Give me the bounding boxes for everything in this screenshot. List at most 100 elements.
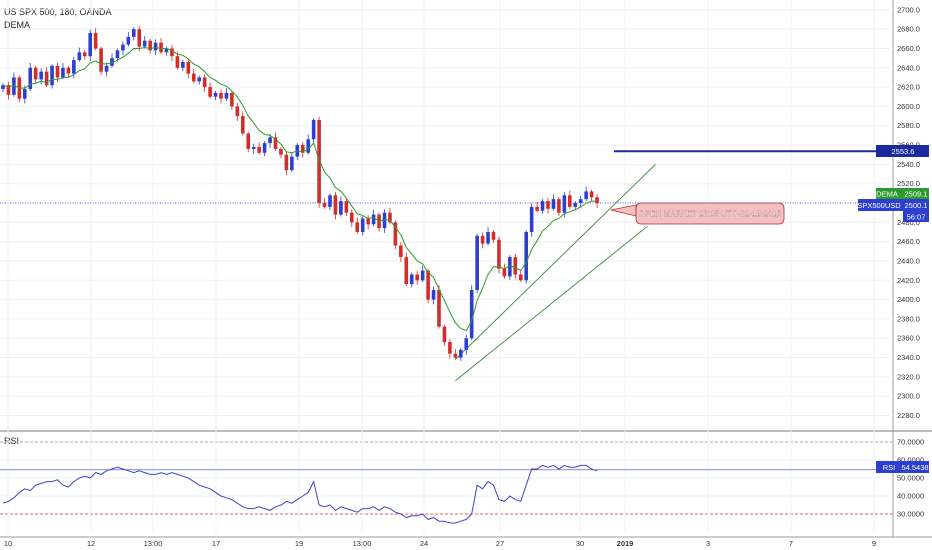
price-tick-label: 2520.0 — [897, 179, 920, 188]
candle-down — [502, 268, 507, 277]
candle-down — [284, 154, 289, 171]
candle-down — [241, 116, 245, 134]
candle-down — [355, 222, 360, 232]
time-tick-label: 17 — [212, 539, 220, 548]
candle-up — [28, 67, 33, 90]
candle-down — [230, 92, 234, 107]
candle-down — [388, 212, 392, 223]
candle-down — [175, 56, 180, 68]
candle-down — [415, 274, 419, 281]
countdown-tag — [903, 211, 929, 222]
candle-up — [328, 195, 332, 207]
candle-down — [404, 257, 409, 285]
candle-down — [273, 137, 278, 149]
candle-up — [382, 212, 387, 229]
candle-down — [257, 146, 261, 153]
price-tick-label: 2580.0 — [897, 121, 920, 130]
price-tick-label: 2360.0 — [897, 334, 920, 343]
candle-up — [153, 42, 158, 51]
chart-title: US SPX 500, 180, OANDA — [4, 7, 112, 17]
candle-down — [333, 195, 338, 215]
candle-down — [33, 67, 38, 80]
candle-up — [578, 199, 583, 204]
candle-down — [202, 77, 207, 88]
time-tick-label: 3 — [706, 539, 710, 548]
candle-down — [426, 270, 430, 300]
channel-lower-line — [455, 225, 648, 382]
candle-down — [497, 239, 501, 269]
candle-down — [322, 203, 327, 207]
open-market-callout[interactable] — [635, 202, 785, 225]
candle-up — [224, 92, 229, 99]
candle-down — [568, 195, 572, 207]
candle-down — [399, 245, 403, 258]
symbol-tag-name: SPX500USD — [857, 201, 901, 210]
candle-down — [317, 119, 321, 204]
rsi-tick-label: 40.0000 — [897, 492, 924, 501]
candle-down — [344, 201, 349, 213]
dema-tag-value: 2509.1 — [905, 190, 928, 199]
candle-up — [126, 36, 131, 45]
channel-upper-line — [455, 164, 656, 360]
candle-up — [486, 231, 490, 244]
symbol-tag-value: 2500.1 — [905, 201, 928, 210]
price-tick-label: 2680.0 — [897, 25, 920, 34]
candle-up — [197, 77, 201, 82]
price-tick-label: 2640.0 — [897, 63, 920, 72]
candle-up — [562, 195, 567, 213]
level-price-text: 2553.6 — [892, 147, 915, 156]
time-tick-label: 2019 — [617, 539, 634, 548]
candle-up — [584, 191, 588, 200]
dema-price-tag — [876, 188, 929, 199]
candle-up — [311, 119, 316, 140]
candle-down — [148, 40, 152, 51]
candle-up — [268, 137, 272, 144]
rsi-tag-name: RSI — [883, 463, 896, 472]
time-tick-label: 13:00 — [144, 539, 163, 548]
callout-text: OPEN MARKET 23:05 UTC-31-12-2018 — [639, 210, 782, 219]
candle-down — [55, 65, 60, 78]
candle-up — [290, 156, 294, 171]
candle-down — [93, 33, 98, 49]
candle-down — [595, 197, 599, 204]
price-tick-label: 2300.0 — [897, 392, 920, 401]
candle-up — [475, 235, 479, 290]
price-tick-label: 2600.0 — [897, 102, 920, 111]
time-tick-label: 27 — [496, 539, 504, 548]
candle-down — [480, 235, 485, 244]
candle-up — [77, 52, 82, 61]
candle-up — [306, 139, 310, 153]
candle-up — [72, 60, 76, 74]
candle-down — [159, 42, 163, 53]
price-tick-label: 2320.0 — [897, 372, 920, 381]
candle-down — [546, 201, 550, 209]
price-tick-label: 2460.0 — [897, 237, 920, 246]
candle-down — [235, 106, 240, 117]
rsi-tag-value: 54.5438 — [901, 463, 928, 472]
candle-up — [12, 77, 16, 95]
candle-up — [88, 33, 92, 57]
candle-down — [246, 133, 251, 149]
time-tick-label: 7 — [789, 539, 793, 548]
candle-up — [23, 89, 27, 99]
price-tick-label: 2480.0 — [897, 218, 920, 227]
candle-up — [431, 289, 436, 300]
time-tick-label: 24 — [420, 539, 428, 548]
candle-down — [137, 29, 142, 47]
candle-down — [279, 148, 283, 155]
rsi-pane-label: RSI — [4, 436, 20, 446]
countdown-text: 56:07 — [907, 213, 926, 222]
candle-up — [142, 40, 147, 47]
candle-up — [508, 257, 512, 277]
candle-up — [459, 349, 463, 358]
rsi-tick-label: 70.0000 — [897, 438, 924, 447]
price-tick-label: 2620.0 — [897, 83, 920, 92]
candle-down — [437, 289, 441, 327]
rsi-line — [2, 464, 598, 524]
candle-down — [99, 48, 103, 72]
time-tick-label: 10 — [4, 539, 12, 548]
candle-up — [573, 203, 578, 207]
candle-down — [6, 85, 11, 95]
candle-down — [518, 274, 523, 281]
